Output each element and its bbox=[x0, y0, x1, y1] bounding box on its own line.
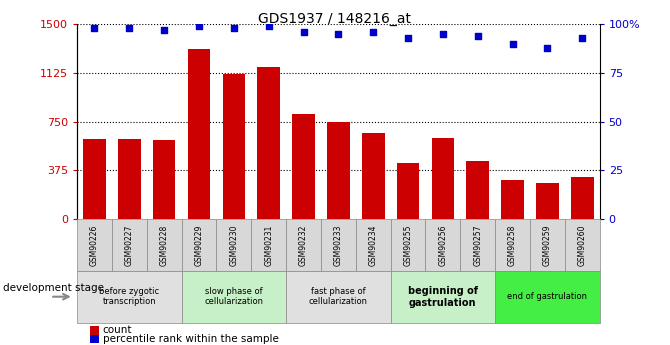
Text: GSM90232: GSM90232 bbox=[299, 224, 308, 266]
Text: count: count bbox=[103, 325, 132, 335]
Text: GDS1937 / 148216_at: GDS1937 / 148216_at bbox=[259, 12, 411, 26]
Bar bbox=[292, 114, 315, 219]
Bar bbox=[83, 138, 106, 219]
Text: end of gastrulation: end of gastrulation bbox=[507, 292, 588, 301]
Bar bbox=[362, 133, 385, 219]
Text: GSM90230: GSM90230 bbox=[229, 224, 239, 266]
Point bbox=[333, 31, 344, 37]
Point bbox=[368, 29, 379, 35]
Bar bbox=[327, 122, 350, 219]
Point bbox=[577, 35, 588, 41]
Point bbox=[542, 45, 553, 50]
Bar bbox=[536, 183, 559, 219]
Bar bbox=[397, 163, 419, 219]
Text: percentile rank within the sample: percentile rank within the sample bbox=[103, 334, 279, 344]
Text: GSM90260: GSM90260 bbox=[578, 224, 587, 266]
Text: GSM90228: GSM90228 bbox=[159, 224, 169, 266]
Text: development stage: development stage bbox=[3, 283, 105, 293]
Bar bbox=[501, 180, 524, 219]
Point bbox=[298, 29, 309, 35]
Point bbox=[228, 25, 239, 31]
Point bbox=[159, 27, 170, 33]
Text: GSM90229: GSM90229 bbox=[194, 224, 204, 266]
Text: GSM90259: GSM90259 bbox=[543, 224, 552, 266]
Bar bbox=[466, 161, 489, 219]
Point bbox=[263, 23, 274, 29]
Text: GSM90257: GSM90257 bbox=[473, 224, 482, 266]
Text: GSM90227: GSM90227 bbox=[125, 224, 134, 266]
Point bbox=[124, 25, 135, 31]
Text: GSM90255: GSM90255 bbox=[403, 224, 413, 266]
Text: beginning of
gastrulation: beginning of gastrulation bbox=[408, 286, 478, 307]
Bar bbox=[222, 74, 245, 219]
Text: GSM90256: GSM90256 bbox=[438, 224, 448, 266]
Bar bbox=[118, 139, 141, 219]
Text: before zygotic
transcription: before zygotic transcription bbox=[99, 287, 159, 306]
Text: slow phase of
cellularization: slow phase of cellularization bbox=[204, 287, 263, 306]
Point bbox=[438, 31, 448, 37]
Bar bbox=[431, 138, 454, 219]
Bar bbox=[188, 49, 210, 219]
Point bbox=[507, 41, 518, 46]
Bar bbox=[571, 177, 594, 219]
Text: GSM90258: GSM90258 bbox=[508, 224, 517, 266]
Bar bbox=[257, 67, 280, 219]
Text: GSM90231: GSM90231 bbox=[264, 224, 273, 266]
Point bbox=[194, 23, 204, 29]
Text: fast phase of
cellularization: fast phase of cellularization bbox=[309, 287, 368, 306]
Text: GSM90234: GSM90234 bbox=[369, 224, 378, 266]
Bar bbox=[153, 140, 176, 219]
Text: GSM90233: GSM90233 bbox=[334, 224, 343, 266]
Point bbox=[472, 33, 483, 39]
Point bbox=[403, 35, 413, 41]
Text: GSM90226: GSM90226 bbox=[90, 224, 99, 266]
Point bbox=[89, 25, 100, 31]
